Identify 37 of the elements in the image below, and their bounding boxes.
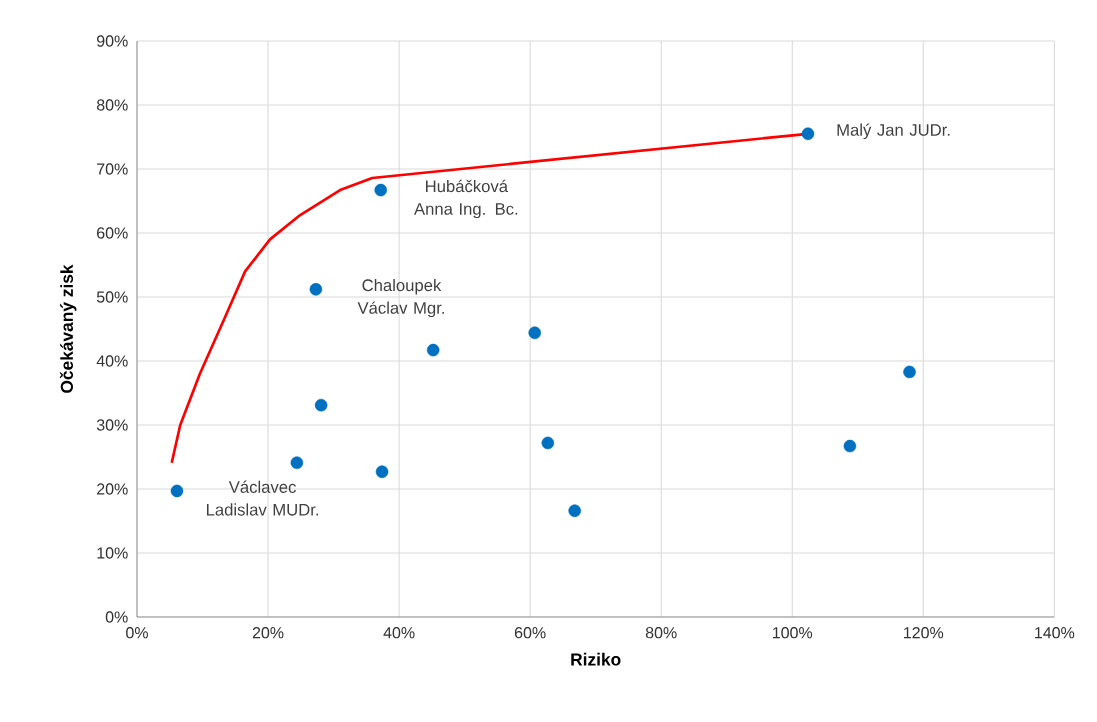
point — [903, 365, 916, 379]
point — [290, 456, 304, 470]
y-tick-label: 90% — [97, 35, 128, 47]
y-tick-label: 0% — [105, 611, 128, 623]
annotation: Václavec Ladislav MUDr. — [206, 480, 319, 516]
y-tick-label: 70% — [97, 163, 128, 175]
x-tick-label: 120% — [904, 627, 944, 639]
x-tick-label: 20% — [252, 627, 284, 639]
point — [568, 504, 581, 518]
x-tick-label: 100% — [772, 627, 813, 639]
point — [843, 439, 857, 453]
x-tick-label: 0% — [126, 627, 148, 639]
y-tick-label: 10% — [97, 547, 128, 559]
point — [309, 283, 323, 296]
y-tick-label: 30% — [96, 419, 128, 431]
point — [170, 484, 184, 498]
point — [528, 326, 541, 340]
x-tick-label: 40% — [383, 627, 415, 639]
annotation: Chaloupek Václav Mgr. — [357, 278, 444, 318]
annotation: Malý Jan JUDr. — [837, 123, 950, 140]
x-tick-label: 60% — [514, 627, 546, 639]
y-tick-label: 80% — [96, 99, 128, 111]
point — [374, 183, 388, 197]
y-tick-label: 60% — [97, 227, 128, 239]
y-tick-label: 20% — [97, 483, 128, 495]
x-tick-label: 80% — [645, 627, 677, 639]
point — [541, 436, 555, 450]
annotation: Hubáčková Anna Ing. Bc. — [414, 179, 518, 219]
x-tick-label: 140% — [1035, 627, 1075, 639]
point — [375, 465, 389, 478]
point — [426, 343, 440, 357]
y-tick-label: 50% — [96, 291, 128, 303]
y-axis-title: Očekávaný zisk — [59, 264, 77, 393]
y-tick-label: 40% — [96, 355, 128, 367]
x-axis-title: Riziko — [571, 652, 621, 666]
point — [801, 127, 815, 141]
point — [314, 398, 328, 412]
